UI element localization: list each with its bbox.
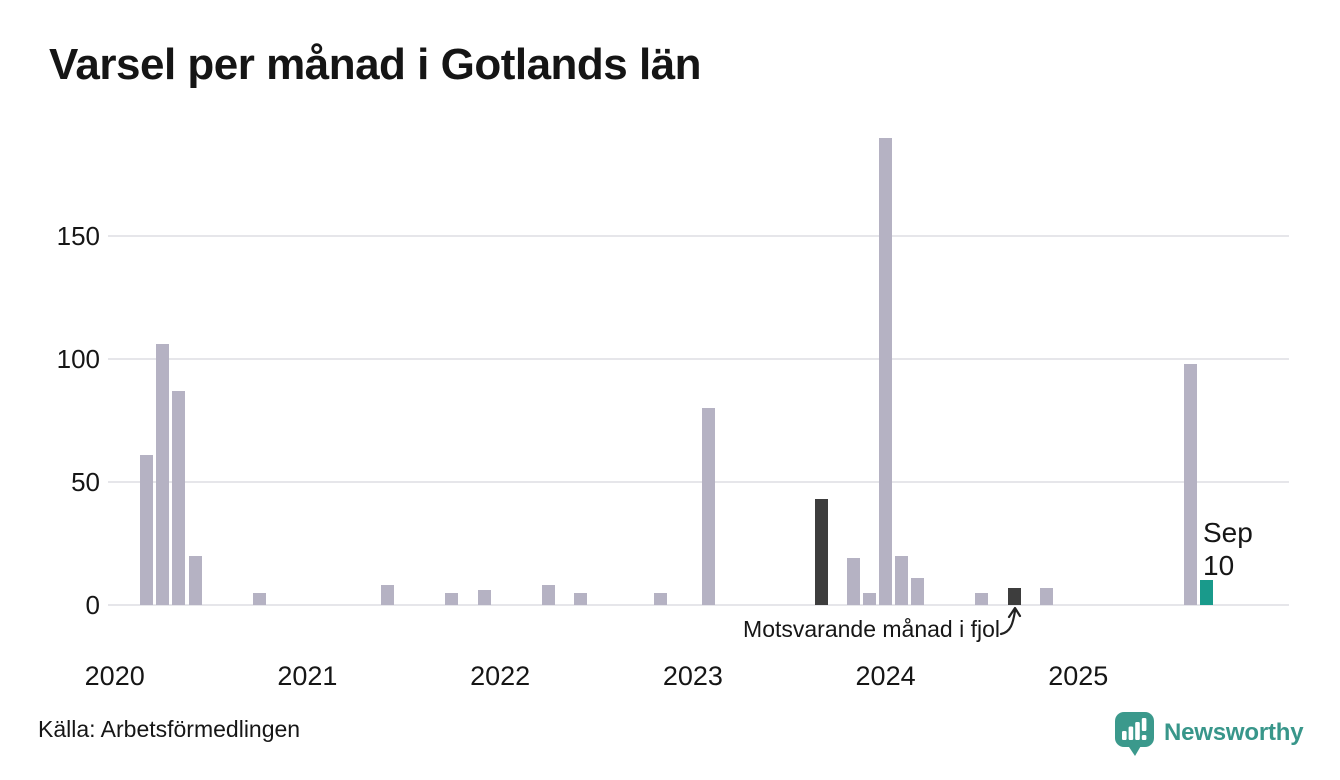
gridline-100 bbox=[108, 358, 1289, 360]
x-tick-label-2024: 2024 bbox=[855, 661, 916, 691]
y-tick-label-50: 50 bbox=[71, 467, 100, 497]
bar-2022-04 bbox=[541, 585, 555, 605]
x-tick-label-2023: 2023 bbox=[662, 661, 723, 691]
current-month-name: Sep bbox=[1203, 517, 1253, 548]
x-tick-label-2025: 2025 bbox=[1048, 661, 1109, 691]
bar-2020-10 bbox=[252, 593, 266, 605]
gridline-50 bbox=[108, 481, 1289, 483]
x-tick-label-2021: 2021 bbox=[277, 661, 338, 691]
bar-2020-06 bbox=[188, 556, 202, 605]
bar-2020-05 bbox=[172, 391, 186, 605]
y-tick-label-150: 150 bbox=[56, 221, 100, 251]
bar-2021-06 bbox=[381, 585, 395, 605]
bar-2020-03 bbox=[140, 455, 154, 605]
source-caption: Källa: Arbetsförmedlingen bbox=[38, 716, 301, 742]
bar-2023-11 bbox=[846, 558, 860, 605]
bar-2024-07 bbox=[975, 593, 989, 605]
newsworthy-logo-text: Newsworthy bbox=[1164, 719, 1304, 746]
newsworthy-logo-icon bbox=[1115, 712, 1154, 756]
bar-2022-11 bbox=[654, 593, 668, 605]
bar-2021-12 bbox=[477, 590, 491, 605]
y-tick-label-100: 100 bbox=[56, 344, 100, 374]
newsworthy-logo: Newsworthy bbox=[1114, 710, 1304, 756]
current-month-value: 10 bbox=[1203, 550, 1235, 581]
x-tick-label-2022: 2022 bbox=[470, 661, 531, 691]
bar-2023-12 bbox=[863, 593, 877, 605]
bar-2024-11 bbox=[1039, 588, 1053, 605]
x-tick-label-2020: 2020 bbox=[84, 661, 145, 691]
bar-2023-02 bbox=[702, 408, 716, 605]
plot-area: 0 50 100 150 2020 2021 2022 2023 2024 2025 bbox=[57, 130, 1289, 691]
gridline-0 bbox=[108, 604, 1289, 606]
bar-2024-03 bbox=[911, 578, 925, 605]
bar-2024-09 bbox=[1007, 588, 1021, 605]
chart-title: Varsel per månad i Gotlands län bbox=[49, 40, 702, 89]
bar-2024-01 bbox=[879, 138, 893, 605]
bar-2023-09 bbox=[814, 499, 828, 605]
bar-2024-02 bbox=[895, 556, 909, 605]
annotation-arrow-icon bbox=[999, 606, 1022, 636]
last-year-annotation: Motsvarande månad i fjol bbox=[743, 616, 1000, 642]
bar-2025-09 bbox=[1200, 580, 1214, 605]
current-month-label: Sep 10 bbox=[1203, 516, 1253, 582]
gridline-150 bbox=[108, 235, 1289, 237]
bar-2025-08 bbox=[1184, 364, 1198, 605]
bar-2022-06 bbox=[573, 593, 587, 605]
bar-2020-04 bbox=[156, 344, 170, 605]
y-tick-label-0: 0 bbox=[85, 590, 100, 620]
bar-2021-10 bbox=[445, 593, 459, 605]
